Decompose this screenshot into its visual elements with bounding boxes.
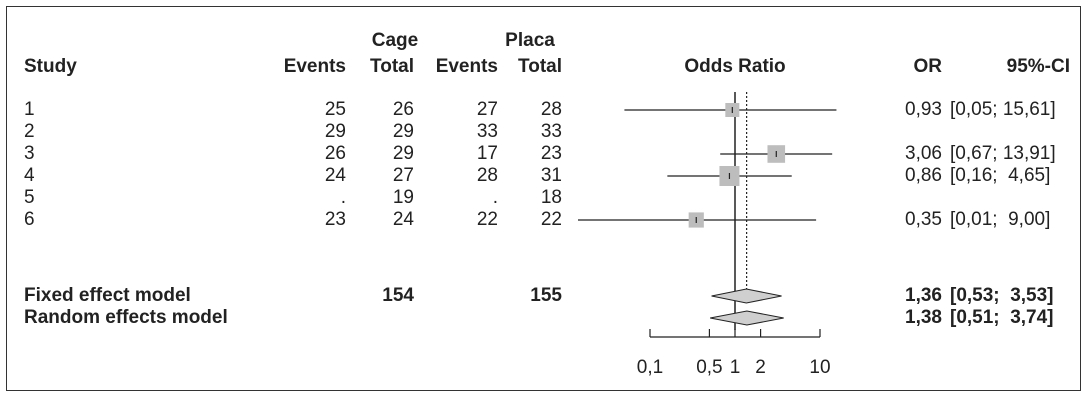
study-events1: . xyxy=(340,187,346,208)
x-tick-label: 10 xyxy=(809,357,830,378)
study-total2: 18 xyxy=(540,187,562,208)
study-ci: [0,67; 13,91] xyxy=(950,143,1056,164)
study-events1: 26 xyxy=(324,143,346,164)
x-tick-label: 2 xyxy=(755,357,766,378)
study-total1: 27 xyxy=(392,165,414,186)
study-label: 2 xyxy=(24,121,35,142)
study-events2: 17 xyxy=(476,143,498,164)
study-total2: 31 xyxy=(540,165,562,186)
study-label: 3 xyxy=(24,143,35,164)
summary-diamond xyxy=(710,310,784,326)
header-axis-title: Odds Ratio xyxy=(684,56,786,77)
study-or: 0,86 xyxy=(905,165,942,186)
header-or: OR xyxy=(913,56,943,77)
study-label: 4 xyxy=(24,165,35,186)
study-events1: 29 xyxy=(324,121,346,142)
study-events1: 25 xyxy=(324,99,346,120)
summary-or-random: 1,38 xyxy=(905,307,942,328)
study-ci: [0,05; 15,61] xyxy=(950,99,1056,120)
study-ci: [0,01; 9,00] xyxy=(950,209,1051,230)
header-ci: 95%-CI xyxy=(1006,56,1070,77)
study-total1: 19 xyxy=(392,187,414,208)
x-tick-label: 0,5 xyxy=(696,357,722,378)
summary-label-random: Random effects model xyxy=(24,307,228,328)
summary-ci-fixed: [0,53; 3,53] xyxy=(950,285,1054,306)
study-or: 0,93 xyxy=(905,99,942,120)
header-total1: Total xyxy=(370,56,414,77)
header-group1: Cage xyxy=(371,30,419,51)
x-tick-label: 0,1 xyxy=(637,357,663,378)
study-total2: 33 xyxy=(540,121,562,142)
header-total2: Total xyxy=(518,56,562,77)
summary-total2-fixed: 155 xyxy=(530,285,562,306)
x-tick-label: 1 xyxy=(730,357,741,378)
summary-label-fixed: Fixed effect model xyxy=(24,285,191,306)
study-label: 5 xyxy=(24,187,35,208)
study-events2: 27 xyxy=(476,99,498,120)
study-total2: 23 xyxy=(540,143,562,164)
study-label: 6 xyxy=(24,209,35,230)
study-total2: 28 xyxy=(540,99,562,120)
summary-or-fixed: 1,36 xyxy=(905,285,942,306)
study-total2: 22 xyxy=(540,209,562,230)
study-events2: 28 xyxy=(476,165,498,186)
study-total1: 29 xyxy=(392,121,414,142)
study-or: 3,06 xyxy=(905,143,942,164)
study-events2: . xyxy=(492,187,498,208)
summary-diamond xyxy=(711,288,782,304)
summary-total1-fixed: 154 xyxy=(382,285,414,306)
header-group2: Placa xyxy=(505,30,555,51)
study-events1: 23 xyxy=(324,209,346,230)
study-events2: 33 xyxy=(476,121,498,142)
header-events1: Events xyxy=(283,56,346,77)
study-or: 0,35 xyxy=(905,209,942,230)
study-total1: 29 xyxy=(392,143,414,164)
study-total1: 24 xyxy=(392,209,414,230)
header-events2: Events xyxy=(435,56,498,77)
study-total1: 26 xyxy=(392,99,414,120)
study-events2: 22 xyxy=(476,209,498,230)
study-label: 1 xyxy=(24,99,35,120)
chart-frame xyxy=(6,6,1081,391)
header-study: Study xyxy=(24,56,77,77)
study-ci: [0,16; 4,65] xyxy=(950,165,1051,186)
summary-ci-random: [0,51; 3,74] xyxy=(950,307,1054,328)
study-events1: 24 xyxy=(324,165,346,186)
